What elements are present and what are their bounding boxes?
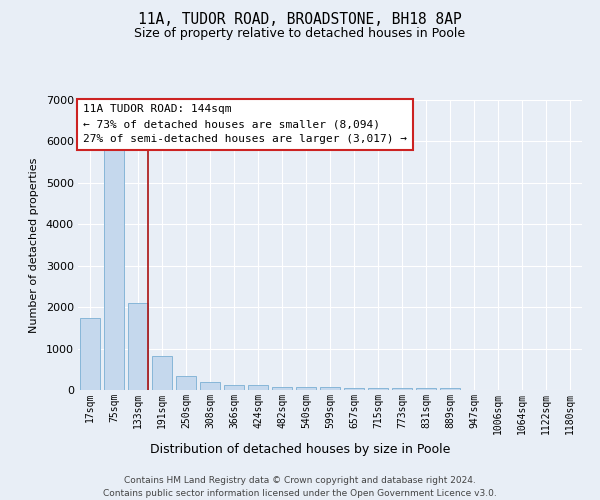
- Text: Distribution of detached houses by size in Poole: Distribution of detached houses by size …: [150, 442, 450, 456]
- Bar: [176, 376, 196, 390]
- Text: 11A TUDOR ROAD: 144sqm
← 73% of detached houses are smaller (8,094)
27% of semi-: 11A TUDOR ROAD: 144sqm ← 73% of detached…: [83, 104, 407, 144]
- Bar: [104, 144, 124, 390]
- Text: 11A, TUDOR ROAD, BROADSTONE, BH18 8AP: 11A, TUDOR ROAD, BROADSTONE, BH18 8AP: [138, 12, 462, 28]
- Bar: [272, 386, 292, 390]
- Text: Size of property relative to detached houses in Poole: Size of property relative to detached ho…: [134, 28, 466, 40]
- Bar: [80, 318, 100, 390]
- Bar: [440, 388, 460, 390]
- Bar: [296, 388, 316, 390]
- Bar: [224, 384, 244, 390]
- Bar: [320, 388, 340, 390]
- Bar: [128, 303, 148, 390]
- Bar: [344, 388, 364, 390]
- Bar: [248, 386, 268, 390]
- Text: Contains public sector information licensed under the Open Government Licence v3: Contains public sector information licen…: [103, 489, 497, 498]
- Y-axis label: Number of detached properties: Number of detached properties: [29, 158, 39, 332]
- Bar: [200, 382, 220, 390]
- Text: Contains HM Land Registry data © Crown copyright and database right 2024.: Contains HM Land Registry data © Crown c…: [124, 476, 476, 485]
- Bar: [368, 388, 388, 390]
- Bar: [392, 388, 412, 390]
- Bar: [152, 356, 172, 390]
- Bar: [416, 388, 436, 390]
